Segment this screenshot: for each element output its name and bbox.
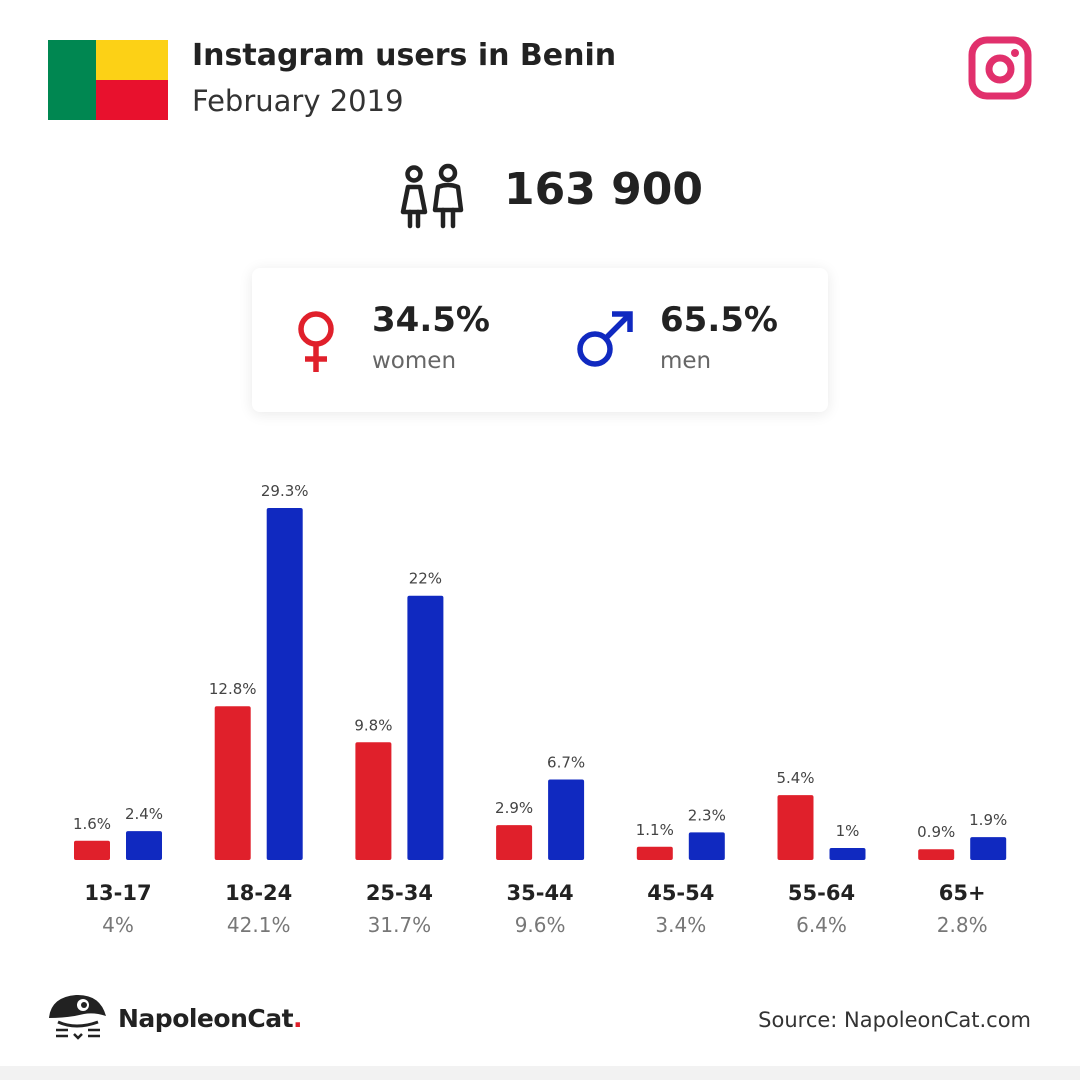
page-subtitle: February 2019 [192,84,404,118]
benin-flag-icon [48,40,168,120]
category-label-25-34: 25-34 [366,881,433,905]
users-icon [400,163,464,229]
napoleoncat-brand: NapoleonCat. [118,1004,303,1033]
women-percent: 34.5% [372,300,490,340]
bar-13-17-series-1 [74,840,110,860]
data-label-55-64-series-1: 5.4% [776,769,814,787]
data-label-35-44-series-1: 2.9% [495,799,533,817]
bar-25-34-series-1 [355,742,392,860]
category-label-55-64: 55-64 [788,881,855,905]
category-total-25-34: 31.7% [368,913,432,937]
data-label-65+-series-1: 0.9% [917,823,955,841]
data-label-18-24-series-1: 12.8% [209,680,257,698]
data-label-18-24-series-2: 29.3% [261,482,309,500]
bar-65+-series-1 [918,849,955,860]
category-total-65+: 2.8% [937,913,988,937]
female-symbol-icon [298,311,334,372]
category-label-18-24: 18-24 [225,881,292,905]
category-total-45-54: 3.4% [655,913,706,937]
bar-65+-series-2 [970,837,1007,860]
male-symbol-icon [577,311,633,367]
category-label-35-44: 35-44 [507,881,574,905]
category-label-45-54: 45-54 [647,881,714,905]
total-users-value: 163 900 [504,164,704,215]
bar-25-34-series-2 [407,595,444,860]
bottom-bar [0,1066,1080,1080]
data-label-13-17-series-1: 1.6% [73,815,111,833]
category-total-13-17: 4% [102,913,134,937]
instagram-icon [968,36,1032,100]
bar-18-24-series-1 [214,706,251,860]
category-total-55-64: 6.4% [796,913,847,937]
women-label: women [372,348,457,374]
page-title: Instagram users in Benin [192,38,617,73]
data-label-25-34-series-1: 9.8% [354,716,392,734]
bar-45-54-series-2 [688,832,725,860]
data-label-45-54-series-1: 1.1% [636,821,674,839]
data-label-25-34-series-2: 22% [409,570,442,588]
category-label-65+: 65+ [939,881,986,905]
data-label-13-17-series-2: 2.4% [125,805,163,823]
brand-name: NapoleonCat [118,1004,294,1033]
flag-yellow-stripe [96,40,168,80]
flag-green-stripe [48,40,96,120]
source-credit: Source: NapoleonCat.com [758,1008,1031,1032]
data-label-65+-series-2: 1.9% [969,811,1007,829]
napoleoncat-logo-icon [49,994,106,1040]
gender-split-card: 34.5% women 65.5% men [252,268,828,412]
bar-35-44-series-1 [496,825,533,860]
category-total-35-44: 9.6% [515,913,566,937]
bar-18-24-series-2 [266,508,303,860]
category-label-13-17: 13-17 [84,881,151,905]
category-total-18-24: 42.1% [227,913,291,937]
age-gender-bar-chart: 1.6% 2.4% 13-17 4% 12.8% 29.3% 18-24 42.1% 9.8% 2… [73,482,1007,937]
data-label-55-64-series-2: 1% [836,822,860,840]
men-label: men [660,348,712,374]
data-label-45-54-series-2: 2.3% [688,806,726,824]
flag-red-stripe [96,80,168,120]
bar-35-44-series-2 [548,779,585,860]
bar-55-64-series-1 [777,795,814,860]
bar-13-17-series-2 [126,831,162,860]
brand-dot: . [293,1004,303,1033]
men-percent: 65.5% [660,300,778,340]
bar-55-64-series-2 [829,847,866,860]
bar-45-54-series-1 [636,846,673,860]
data-label-35-44-series-2: 6.7% [547,754,585,772]
